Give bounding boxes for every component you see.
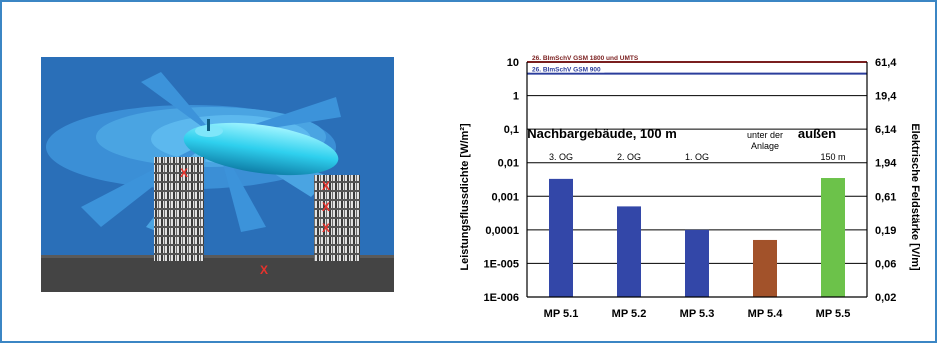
y2-tick-label: 6,14 <box>875 124 897 136</box>
marker-x-icon: X <box>322 200 330 214</box>
bar-mp-5-4 <box>753 239 777 297</box>
y-tick-label: 0,0001 <box>485 225 519 237</box>
limit-label-bg <box>530 64 605 73</box>
y-axis-label: Leistungsflussdichte [W/m²] <box>459 123 471 271</box>
limit-label: 26. BImSchV GSM 900 <box>532 67 601 74</box>
annotation-outside: außen <box>798 126 836 141</box>
y2-tick-label: 0,61 <box>875 191 896 203</box>
y-tick-label: 0,001 <box>491 191 519 203</box>
y2-tick-label: 19,4 <box>875 91 897 103</box>
category-note: 150 m <box>820 152 845 162</box>
antenna-icon <box>183 119 339 176</box>
category-note: 1. OG <box>685 152 709 162</box>
building-icon <box>314 175 360 261</box>
y2-tick-label: 0,02 <box>875 292 896 304</box>
marker-x-icon: X <box>322 179 330 193</box>
y2-tick-label: 0,06 <box>875 258 896 270</box>
category-note: 3. OG <box>549 152 573 162</box>
y-tick-label: 10 <box>507 57 519 69</box>
limit-lines: 26. BImSchV GSM 1800 und UMTS 26. BImSchV… <box>527 53 867 75</box>
category-note: 2. OG <box>617 152 641 162</box>
annotation-under-facility: unter der Anlage <box>747 130 783 151</box>
x-tick-label: MP 5.3 <box>680 308 715 320</box>
bar-mp-5-3 <box>685 229 709 297</box>
x-tick-label: MP 5.5 <box>816 308 851 320</box>
y2-tick-label: 61,4 <box>875 57 897 69</box>
bar-mp-5-5 <box>821 178 845 297</box>
building-icon <box>154 157 204 261</box>
x-tick-label: MP 5.2 <box>612 308 647 320</box>
annotation-line: unter der <box>747 130 783 140</box>
limit-label: 26. BImSchV GSM 1800 und UMTS <box>532 55 639 62</box>
chart-labels: Leistungsflussdichte [W/m²] Elektrische … <box>459 123 921 271</box>
y2-tick-label: 1,94 <box>875 158 897 170</box>
chart-bars <box>549 178 845 297</box>
chart-axes: 10 1 0,1 0,01 0,001 0,0001 1E-005 1E-006 61,4 19,… <box>484 57 898 320</box>
field-simulation-illustration: X X X X X <box>41 57 394 292</box>
annotation-neighbour-building: Nachbargebäude, 100 m <box>527 126 677 141</box>
y-tick-label: 1 <box>513 91 519 103</box>
exposure-bar-chart: 26. BImSchV GSM 1800 und UMTS 26. BImSchV… <box>459 53 921 320</box>
x-tick-label: MP 5.1 <box>544 308 579 320</box>
sim-ground <box>41 255 394 292</box>
y2-axis-label: Elektrische Feldstärke [V/m] <box>909 123 921 271</box>
bar-mp-5-2 <box>617 206 641 297</box>
marker-x-icon: X <box>260 263 268 277</box>
y-tick-label: 1E-006 <box>484 292 519 304</box>
bar-mp-5-1 <box>549 178 573 297</box>
field-simulation-graphic: X X X X X <box>41 57 394 292</box>
y2-tick-label: 0,19 <box>875 225 896 237</box>
y-tick-label: 0,1 <box>504 124 519 136</box>
limit-label-bg <box>530 53 641 61</box>
annotation-line: Anlage <box>751 141 779 151</box>
x-tick-label: MP 5.4 <box>748 308 784 320</box>
marker-x-icon: X <box>322 221 330 235</box>
y-tick-label: 1E-005 <box>484 258 519 270</box>
marker-x-icon: X <box>180 166 188 180</box>
y-tick-label: 0,01 <box>498 158 519 170</box>
